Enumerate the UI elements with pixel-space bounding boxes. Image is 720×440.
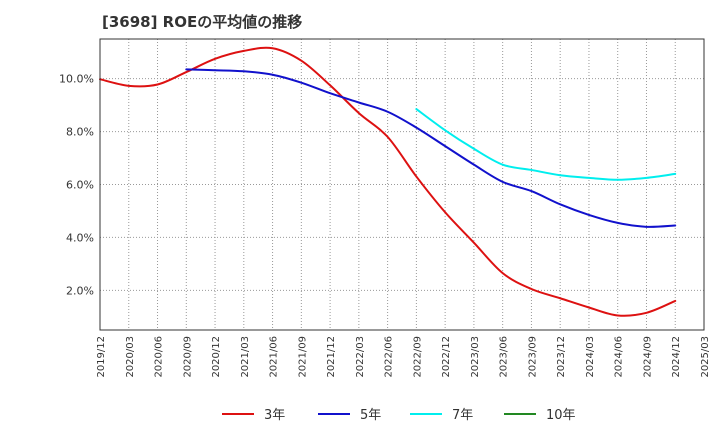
x-tick-label: 2022/03 [355, 336, 366, 378]
y-tick-label: 2.0% [66, 284, 94, 297]
x-tick-label: 2020/03 [125, 336, 136, 378]
legend-label: 3年 [264, 408, 285, 423]
x-tick-label: 2024/12 [671, 336, 682, 378]
y-tick-label: 10.0% [59, 73, 94, 86]
x-tick-label: 2022/06 [384, 336, 395, 378]
series-layer [99, 46, 677, 317]
chart-title: [3698] ROEの平均値の推移 [102, 13, 303, 31]
series-line-7y [415, 108, 677, 181]
x-tick-label: 2021/03 [240, 336, 251, 378]
x-tick-label: 2023/09 [527, 336, 538, 378]
y-tick-label: 6.0% [66, 179, 94, 192]
y-tick-label: 8.0% [66, 126, 94, 139]
y-tick-label: 4.0% [66, 231, 94, 244]
x-tick-label: 2021/09 [297, 336, 308, 378]
x-tick-label: 2024/09 [642, 336, 653, 378]
x-tick-label: 2021/06 [269, 336, 280, 378]
x-tick-label: 2021/12 [326, 336, 337, 378]
legend-label: 10年 [546, 408, 576, 423]
plot-border [99, 38, 705, 331]
legend-label: 5年 [360, 408, 381, 423]
x-tick-label: 2023/03 [470, 336, 481, 378]
grid-layer [100, 39, 704, 330]
x-tick-label: 2025/03 [700, 336, 711, 378]
plot-area [100, 39, 704, 330]
x-tick-label: 2022/12 [441, 336, 452, 378]
series-line-5y [185, 68, 677, 228]
x-axis-ticks: 2019/12 2020/03 2020/06 2020/09 2020/12 2021/… [96, 336, 711, 378]
x-tick-label: 2024/03 [585, 336, 596, 378]
legend: 3年 5年 7年 10年 [222, 408, 576, 423]
x-tick-label: 2024/06 [614, 336, 625, 378]
legend-label: 7年 [452, 408, 473, 423]
x-tick-label: 2019/12 [96, 336, 107, 378]
x-tick-label: 2020/09 [182, 336, 193, 378]
x-tick-label: 2020/12 [211, 336, 222, 378]
x-tick-label: 2023/06 [499, 336, 510, 378]
series-line-3y [99, 46, 677, 317]
x-tick-label: 2020/06 [154, 336, 165, 378]
x-tick-label: 2023/12 [556, 336, 567, 378]
y-axis-ticks: 2.0% 4.0% 6.0% 8.0% 10.0% [59, 73, 94, 298]
x-tick-label: 2022/09 [412, 336, 423, 378]
